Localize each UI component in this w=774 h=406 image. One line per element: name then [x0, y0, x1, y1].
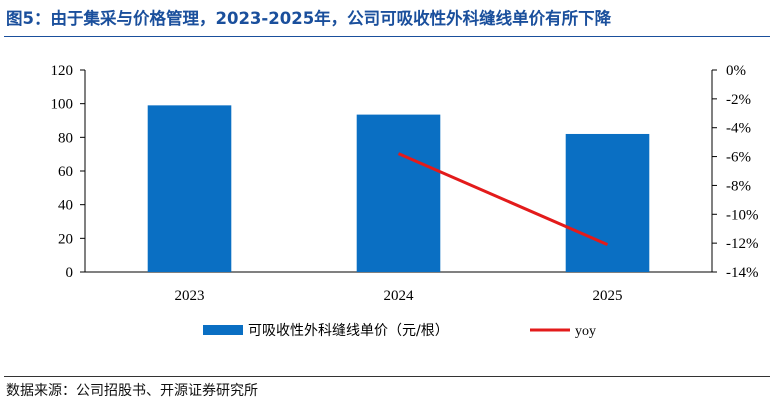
- bar-line-chart: 0 20 40 60 80 100 120 0% -2% -4% -6% -8% -10% -12% -1…: [51, 63, 759, 339]
- yoy-line: [397, 152, 609, 246]
- bar: [147, 105, 232, 272]
- x-tick-label: 2024: [384, 288, 415, 304]
- right-tick-label: -6%: [726, 150, 751, 166]
- right-tick-label: -12%: [726, 236, 759, 252]
- left-tick-label: 40: [58, 198, 73, 214]
- left-tick-label: 20: [58, 231, 73, 247]
- right-tick-label: -8%: [726, 178, 751, 194]
- x-tick-label: 2025: [593, 288, 623, 304]
- right-tick-label: -10%: [726, 207, 759, 223]
- left-tick-label: 80: [58, 130, 73, 146]
- right-tick-label: 0%: [726, 63, 746, 79]
- legend-bar-swatch: [203, 325, 243, 335]
- right-axis-ticks: 0% -2% -4% -6% -8% -10% -12% -14%: [712, 63, 759, 281]
- legend-line-label: yoy: [575, 324, 596, 339]
- source-note: 数据来源：公司招股书、开源证券研究所: [6, 383, 258, 399]
- footer-divider: [4, 376, 770, 377]
- x-axis-labels: 2023 2024 2025: [175, 288, 623, 304]
- left-axis-ticks: 0 20 40 60 80 100 120: [51, 63, 85, 281]
- x-tick-label: 2023: [175, 288, 205, 304]
- line-series: [397, 152, 609, 246]
- legend: 可吸收性外科缝线单价（元/根） yoy: [203, 323, 596, 339]
- left-tick-label: 60: [58, 164, 73, 180]
- legend-bar-label: 可吸收性外科缝线单价（元/根）: [248, 323, 449, 339]
- bar: [565, 133, 650, 272]
- right-tick-label: -2%: [726, 92, 751, 108]
- right-tick-label: -4%: [726, 121, 751, 137]
- chart-title: 图5：由于集采与价格管理，2023-2025年，公司可吸收性外科缝线单价有所下降: [6, 9, 612, 28]
- left-tick-label: 0: [66, 265, 74, 281]
- bar: [356, 114, 441, 272]
- right-tick-label: -14%: [726, 265, 759, 281]
- left-tick-label: 120: [51, 63, 74, 79]
- left-tick-label: 100: [51, 97, 74, 113]
- bar-series: [147, 105, 650, 272]
- title-divider: [4, 36, 770, 37]
